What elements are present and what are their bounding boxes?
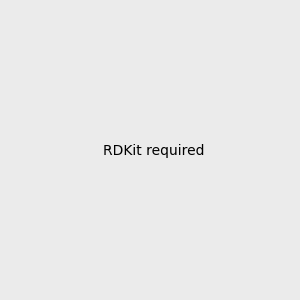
Text: RDKit required: RDKit required — [103, 145, 205, 158]
